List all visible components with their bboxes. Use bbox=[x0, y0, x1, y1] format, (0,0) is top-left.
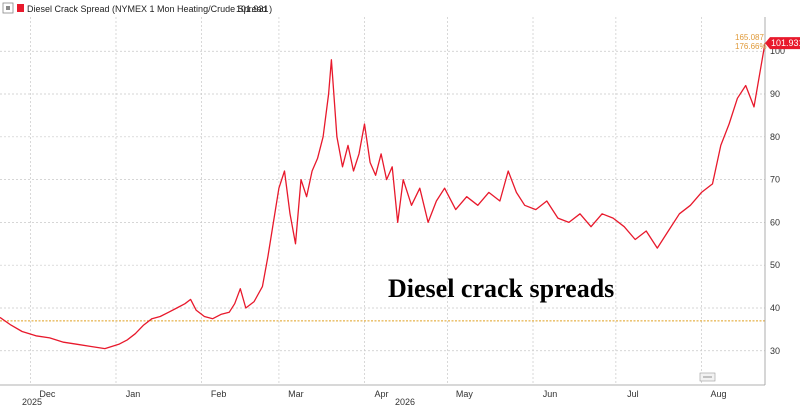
legend-series-name: Diesel Crack Spread (NYMEX 1 Mon Heating… bbox=[27, 4, 272, 14]
year-label-2025: 2025 bbox=[22, 397, 42, 407]
y-tick-label: 50 bbox=[770, 260, 780, 270]
x-tick-label: Jun bbox=[543, 389, 558, 399]
x-tick-label: Apr bbox=[375, 389, 389, 399]
x-tick-label: Feb bbox=[211, 389, 227, 399]
year-label-2026: 2026 bbox=[395, 397, 415, 407]
y-tick-label: 70 bbox=[770, 175, 780, 185]
x-tick-label: Mar bbox=[288, 389, 304, 399]
last-value-tag-background bbox=[765, 37, 800, 50]
zoom-control[interactable] bbox=[699, 372, 716, 382]
grid-layer bbox=[0, 17, 765, 385]
x-tick-label: Jan bbox=[126, 389, 141, 399]
last-value-tag-text: 101.931 bbox=[771, 38, 800, 48]
legend-last-value: 101.931 bbox=[236, 4, 269, 14]
y-tick-label: 30 bbox=[770, 346, 780, 356]
legend: Diesel Crack Spread (NYMEX 1 Mon Heating… bbox=[2, 2, 272, 14]
legend-swatch bbox=[17, 4, 24, 12]
chart-annotation: Diesel crack spreads bbox=[388, 274, 614, 303]
series-layer bbox=[0, 42, 766, 350]
last-value-tag: 101.931 bbox=[765, 37, 800, 50]
y-tick-label: 100 bbox=[770, 46, 785, 56]
series-line bbox=[0, 42, 766, 350]
change-label-points: 165.087 bbox=[735, 33, 764, 42]
change-label-percent: 176.66% bbox=[735, 42, 767, 51]
x-tick-label: Dec bbox=[39, 389, 56, 399]
settings-square-inner bbox=[6, 6, 10, 10]
x-tick-label: Aug bbox=[710, 389, 726, 399]
x-tick-label: Jul bbox=[627, 389, 639, 399]
axis-layer: 30 40 50 60 70 80 90 100 Dec Jan Feb Mar Apr May Jun Ju… bbox=[0, 17, 785, 399]
y-tick-label: 80 bbox=[770, 132, 780, 142]
x-tick-label: May bbox=[456, 389, 474, 399]
y-tick-label: 90 bbox=[770, 89, 780, 99]
y-tick-label: 60 bbox=[770, 217, 780, 227]
y-tick-label: 40 bbox=[770, 303, 780, 313]
